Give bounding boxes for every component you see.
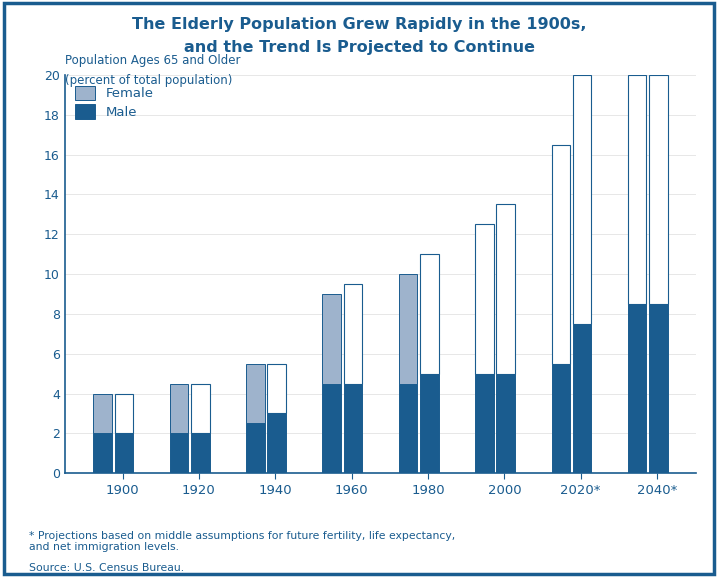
Bar <box>191 433 210 473</box>
Bar <box>475 374 494 473</box>
Bar <box>246 364 265 424</box>
Bar <box>267 413 286 473</box>
Bar <box>649 75 668 304</box>
Bar <box>93 394 112 433</box>
Bar <box>344 384 363 473</box>
Bar <box>93 433 112 473</box>
Text: (percent of total population): (percent of total population) <box>65 74 232 87</box>
Text: * Projections based on middle assumptions for future fertility, life expectancy,: * Projections based on middle assumption… <box>29 531 455 552</box>
Bar <box>551 364 570 473</box>
Bar <box>628 75 646 304</box>
Text: Population Ages 65 and Older: Population Ages 65 and Older <box>65 54 240 67</box>
Bar <box>344 284 363 384</box>
Bar <box>551 145 570 364</box>
Bar <box>649 304 668 473</box>
Text: The Elderly Population Grew Rapidly in the 1900s,: The Elderly Population Grew Rapidly in t… <box>131 17 587 32</box>
Bar <box>169 433 188 473</box>
Bar <box>191 384 210 433</box>
Bar <box>246 424 265 473</box>
Bar <box>496 204 515 374</box>
Bar <box>322 294 341 384</box>
Bar <box>398 384 417 473</box>
Bar <box>267 364 286 413</box>
Bar <box>398 274 417 384</box>
Bar <box>115 433 133 473</box>
Bar <box>115 394 133 433</box>
Bar <box>628 304 646 473</box>
Text: and the Trend Is Projected to Continue: and the Trend Is Projected to Continue <box>184 40 534 55</box>
Text: Source: U.S. Census Bureau.: Source: U.S. Census Bureau. <box>29 563 184 572</box>
Bar <box>475 224 494 374</box>
Bar <box>496 374 515 473</box>
Bar <box>573 324 592 473</box>
Bar <box>573 75 592 324</box>
Legend: Female, Male: Female, Male <box>71 81 157 123</box>
Bar <box>420 254 439 374</box>
Bar <box>420 374 439 473</box>
Bar <box>322 384 341 473</box>
Bar <box>169 384 188 433</box>
